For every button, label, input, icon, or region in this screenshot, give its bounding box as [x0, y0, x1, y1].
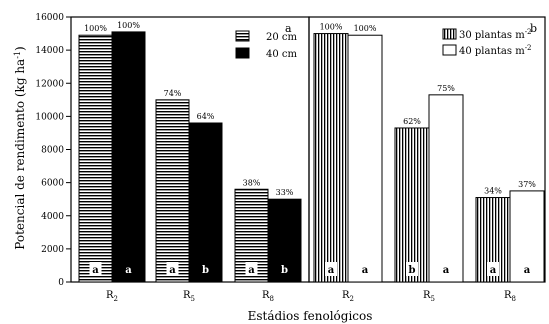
y-tick-label: 12000	[35, 79, 64, 89]
legend-label-text: 40 cm	[266, 49, 298, 60]
bar-value-label: 74%	[164, 89, 182, 98]
bar-value-label: 100%	[320, 23, 343, 32]
legend-label: 20 cm	[266, 32, 298, 43]
x-tick-label: R5	[423, 290, 435, 303]
y-tick-label: 16000	[35, 13, 64, 23]
significance-letter: a	[92, 265, 99, 276]
x-tick-label-subscript: 5	[191, 295, 195, 303]
x-tick-label-subscript: 5	[431, 295, 435, 303]
legend-label: 40 plantas m-2	[459, 44, 532, 57]
legend-label: 30 plantas m-2	[459, 28, 532, 41]
significance-letter: a	[524, 265, 531, 276]
legend-label-superscript: -2	[525, 44, 532, 52]
x-tick-label-subscript: 2	[114, 295, 118, 303]
significance-letter: a	[443, 265, 450, 276]
significance-letter: a	[362, 265, 369, 276]
x-tick-label-subscript: 8	[270, 295, 274, 303]
significance-letter: a	[490, 265, 497, 276]
y-axis-title-close: )	[13, 46, 27, 51]
bar-value-label: 37%	[518, 180, 536, 189]
bar-value-label: 33%	[276, 188, 294, 197]
y-tick-label: 8000	[41, 146, 64, 156]
bar	[79, 35, 112, 282]
bar-value-label: 62%	[403, 117, 421, 126]
legend-swatch	[236, 48, 249, 58]
x-axis-title: Estádios fenológicos	[248, 309, 373, 323]
legend-swatch	[443, 29, 456, 39]
y-axis-title-text: Potencial de rendimento (kg ha	[13, 59, 27, 250]
legend-label-text: 30 plantas m	[459, 30, 525, 41]
bar	[429, 95, 463, 282]
y-axis-title: Potencial de rendimento (kg ha-1)	[13, 46, 27, 249]
legend-label-text: 20 cm	[266, 32, 298, 43]
bar	[189, 123, 222, 282]
y-tick-label: 4000	[41, 212, 64, 222]
y-tick-label: 0	[58, 278, 64, 288]
bar	[395, 128, 429, 282]
y-axis: 0 2000 4000 6000 8000 10000 12000 14000 16000	[35, 13, 71, 288]
bar-value-label: 64%	[197, 112, 215, 121]
y-tick-label: 14000	[35, 46, 64, 56]
bar-value-label: 75%	[437, 84, 455, 93]
x-tick-label: R8	[504, 290, 516, 303]
x-tick-label: R8	[262, 290, 274, 303]
significance-letter: a	[125, 265, 132, 276]
y-axis-title-superscript: -1	[13, 51, 22, 59]
bar	[314, 34, 348, 282]
bar	[348, 35, 382, 282]
y-tick-label: 6000	[41, 179, 64, 189]
legend-label-text: 40 plantas m	[459, 46, 525, 57]
significance-letter: b	[202, 265, 209, 276]
x-tick-label-subscript: 2	[350, 295, 354, 303]
significance-letter: a	[169, 265, 176, 276]
significance-letter: a	[328, 265, 335, 276]
x-tick-label-subscript: 8	[512, 295, 516, 303]
y-tick-label: 10000	[35, 112, 64, 122]
x-tick-label: R2	[342, 290, 354, 303]
bar-value-label: 34%	[484, 187, 502, 196]
bar-value-label: 100%	[117, 21, 140, 30]
bar-value-label: 100%	[354, 24, 377, 33]
legend-swatch	[236, 31, 249, 41]
y-tick-label: 2000	[41, 245, 64, 255]
legend-label: 40 cm	[266, 49, 298, 60]
bar	[112, 32, 145, 282]
x-tick-label: R5	[183, 290, 195, 303]
bar-value-label: 100%	[84, 24, 107, 33]
significance-letter: b	[409, 265, 416, 276]
significance-letter: a	[248, 265, 255, 276]
bar-value-label: 38%	[243, 178, 261, 187]
legend-label-superscript: -2	[525, 28, 532, 36]
x-tick-label: R2	[106, 290, 118, 303]
bar	[156, 100, 189, 282]
legend-swatch	[443, 45, 456, 55]
significance-letter: b	[281, 265, 288, 276]
